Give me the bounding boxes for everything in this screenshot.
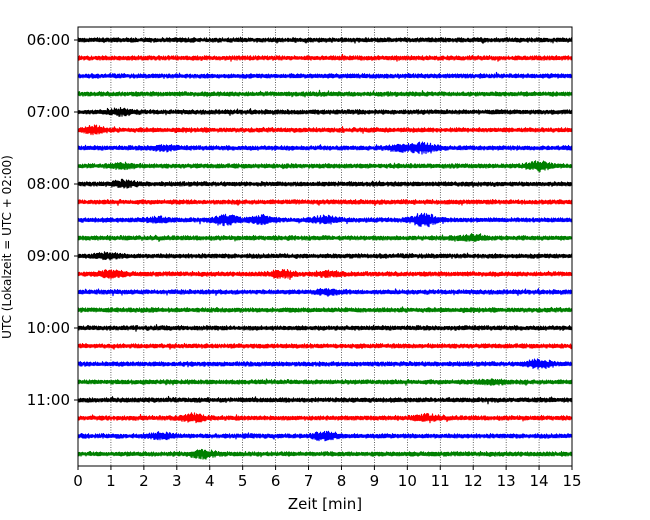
y-axis-label: UTC (Lokalzeit = UTC + 02:00) [0, 155, 14, 339]
y-tick-label: 07:00 [27, 103, 70, 121]
seismogram-trace [77, 124, 573, 136]
seismogram-trace [77, 89, 573, 98]
plot-frame [77, 26, 573, 467]
x-tick-label: 5 [238, 472, 248, 490]
seismogram-trace [77, 212, 573, 228]
seismogram-trace [77, 378, 573, 387]
x-tick-label: 2 [139, 472, 149, 490]
seismogram-trace [77, 36, 573, 44]
x-tick-label: 12 [464, 472, 483, 490]
seismogram-trace [77, 251, 573, 261]
seismogram-trace [77, 412, 573, 424]
seismogram-trace [77, 430, 573, 442]
x-tick-label: 1 [106, 472, 116, 490]
x-tick-label: 6 [271, 472, 281, 490]
x-tick-label: 7 [304, 472, 314, 490]
seismogram-trace [77, 324, 573, 332]
seismogram-trace [77, 395, 573, 405]
x-axis-ticks: 0 1 2 3 4 5 6 7 8 9 10 11 12 13 14 15 [73, 466, 582, 490]
y-tick-label: 06:00 [27, 31, 70, 49]
x-tick-label: 9 [370, 472, 380, 490]
x-tick-label: 13 [497, 472, 516, 490]
seismogram-trace [77, 178, 573, 189]
seismogram-trace [77, 233, 573, 243]
seismogram-trace [77, 342, 573, 350]
y-tick-label: 11:00 [27, 391, 70, 409]
seismogram-trace [77, 287, 573, 297]
x-axis-label: Zeit [min] [288, 495, 362, 513]
y-tick-label: 08:00 [27, 175, 70, 193]
seismogram-trace [77, 448, 573, 460]
x-tick-label: 8 [337, 472, 347, 490]
seismogram-trace [77, 199, 573, 207]
seismogram-trace [77, 268, 573, 280]
x-tick-label: 11 [431, 472, 450, 490]
seismogram-trace [77, 107, 573, 117]
seismogram-trace [77, 306, 573, 314]
seismogram-trace [77, 53, 573, 62]
y-axis-ticks: 06:00 07:00 08:00 09:00 10:00 11:00 [27, 31, 78, 409]
seismogram-trace [77, 71, 573, 80]
x-tick-label: 4 [205, 472, 215, 490]
x-tick-label: 0 [73, 472, 83, 490]
y-tick-label: 10:00 [27, 319, 70, 337]
seismogram-trace [77, 141, 573, 155]
x-tick-label: 10 [398, 472, 417, 490]
grid-lines [110, 27, 540, 466]
y-tick-label: 09:00 [27, 247, 70, 265]
seismogram-trace [77, 160, 573, 173]
x-tick-label: 3 [172, 472, 182, 490]
x-tick-label: 14 [530, 472, 549, 490]
x-tick-label: 15 [562, 472, 581, 490]
seismogram-trace [77, 358, 573, 370]
traces [77, 36, 573, 460]
